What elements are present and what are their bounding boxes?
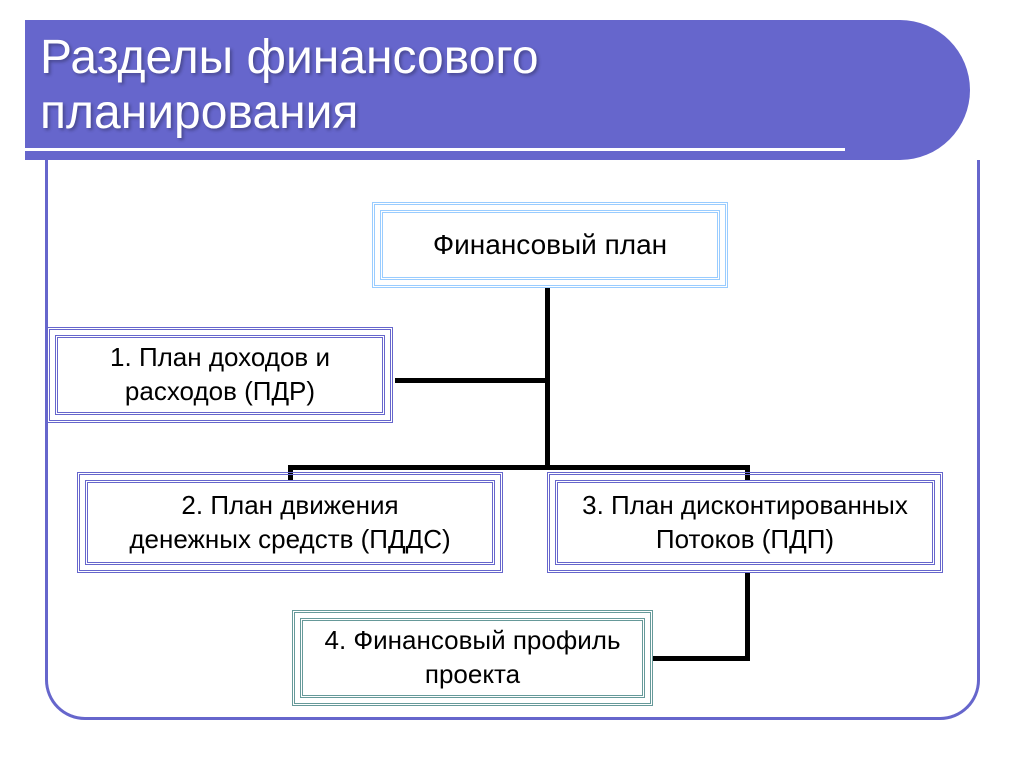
- node-label: 2. План движенияденежных средств (ПДДС): [129, 489, 450, 557]
- connector: [745, 573, 750, 661]
- node-root: Финансовый план: [380, 210, 720, 280]
- title-band: Разделы финансовогопланирования: [0, 0, 1024, 180]
- node-3: 3. План дисконтированныхПотоков (ПДП): [555, 480, 935, 565]
- title-underline: [25, 148, 845, 151]
- connector: [395, 378, 550, 383]
- node-label: Финансовый план: [433, 227, 667, 263]
- node-label: 1. План доходов ирасходов (ПДР): [110, 341, 330, 409]
- node-4: 4. Финансовый профильпроекта: [300, 618, 645, 698]
- connector: [288, 465, 293, 480]
- slide-title: Разделы финансовогопланирования: [40, 30, 539, 140]
- node-1: 1. План доходов ирасходов (ПДР): [55, 335, 385, 415]
- connector: [745, 465, 750, 480]
- node-label: 3. План дисконтированныхПотоков (ПДП): [582, 489, 908, 557]
- connector: [653, 656, 750, 661]
- node-2: 2. План движенияденежных средств (ПДДС): [85, 480, 495, 565]
- slide: Разделы финансовогопланирования Финансов…: [0, 0, 1024, 768]
- node-label: 4. Финансовый профильпроекта: [324, 624, 620, 692]
- connector: [288, 465, 750, 470]
